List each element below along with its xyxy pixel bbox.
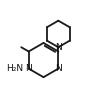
Text: N: N bbox=[55, 64, 62, 73]
Text: N: N bbox=[25, 64, 32, 73]
Text: N: N bbox=[55, 43, 62, 52]
Text: H₂N: H₂N bbox=[6, 64, 24, 73]
